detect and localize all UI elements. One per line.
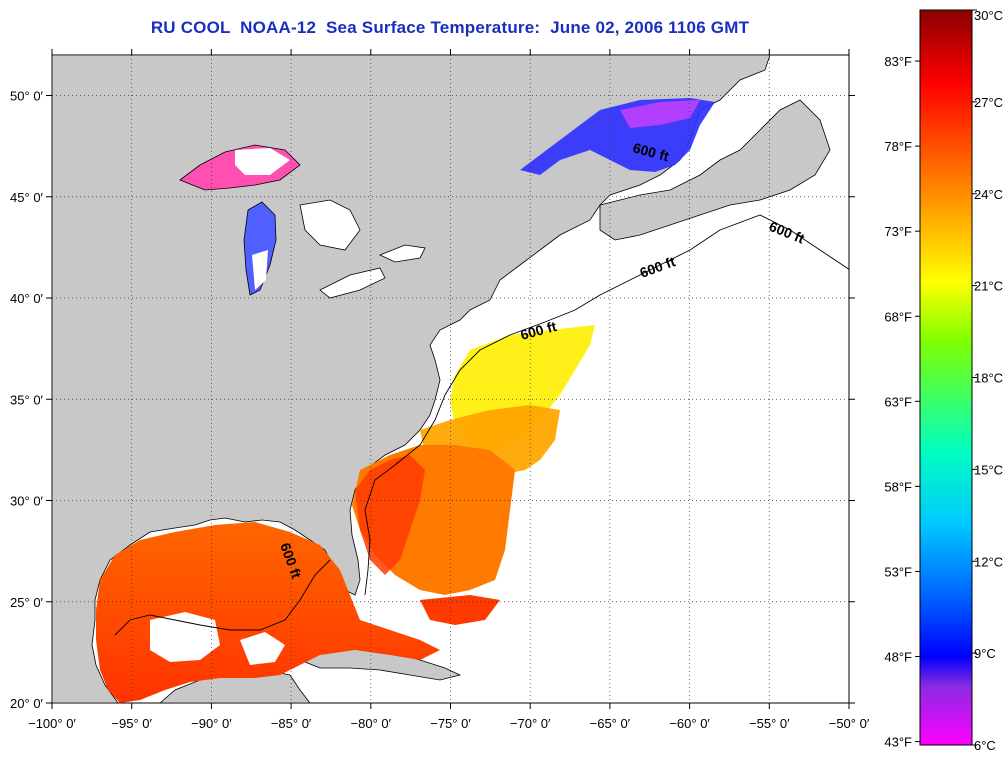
lon-tick-label: −85° 0′ bbox=[271, 716, 312, 731]
colorbar-fahrenheit-label: 53°F bbox=[884, 564, 912, 579]
axis-ticks bbox=[46, 49, 855, 709]
colorbar-celsius-label: 6°C bbox=[974, 738, 996, 753]
colorbar-celsius-label: 18°C bbox=[974, 371, 1003, 386]
map-gridlines bbox=[52, 55, 849, 703]
isobath-line bbox=[364, 214, 849, 596]
sst-caribbean-strip bbox=[420, 595, 500, 625]
colorbar-celsius-label: 27°C bbox=[974, 95, 1003, 110]
sst-gulf-white-patch2 bbox=[240, 632, 285, 665]
sst-gulf-st-lawrence-magenta bbox=[620, 100, 700, 128]
lon-tick-label: −50° 0′ bbox=[829, 716, 870, 731]
colorbar-fahrenheit-label: 58°F bbox=[884, 479, 912, 494]
colorbar-ticks: 30°C 27°C 24°C 21°C 18°C 15°C 12°C 9°C 6°C 83°F 78… bbox=[884, 8, 1003, 753]
colorbar-fahrenheit-label: 83°F bbox=[884, 54, 912, 69]
colorbar-celsius-label: 9°C bbox=[974, 646, 996, 661]
colorbar-celsius-label: 24°C bbox=[974, 187, 1003, 202]
lat-tick-label: 30° 0′ bbox=[10, 494, 44, 509]
lake-huron bbox=[299, 199, 361, 251]
lake-erie bbox=[319, 267, 386, 299]
lake-superior-white bbox=[235, 148, 290, 175]
lon-tick-label: −75° 0′ bbox=[430, 716, 471, 731]
lon-tick-label: −95° 0′ bbox=[111, 716, 152, 731]
colorbar-celsius-label: 30°C bbox=[974, 8, 1003, 23]
lon-tick-label: −60° 0′ bbox=[669, 716, 710, 731]
lon-tick-label: −55° 0′ bbox=[749, 716, 790, 731]
lon-tick-label: −90° 0′ bbox=[191, 716, 232, 731]
lon-tick-label: −100° 0′ bbox=[28, 716, 76, 731]
colorbar-fahrenheit-label: 78°F bbox=[884, 139, 912, 154]
lat-tick-label: 45° 0′ bbox=[10, 190, 44, 205]
lon-tick-label: −70° 0′ bbox=[510, 716, 551, 731]
colorbar-fahrenheit-label: 48°F bbox=[884, 650, 912, 665]
colorbar-celsius-label: 15°C bbox=[974, 462, 1003, 477]
lon-tick-label: −65° 0′ bbox=[590, 716, 631, 731]
lat-tick-label: 50° 0′ bbox=[10, 89, 44, 104]
lat-tick-label: 20° 0′ bbox=[10, 696, 44, 711]
lake-michigan-white bbox=[252, 250, 268, 290]
colorbar-fahrenheit-label: 63°F bbox=[884, 394, 912, 409]
isobath-line-gulf bbox=[114, 559, 331, 636]
lat-tick-label: 25° 0′ bbox=[10, 595, 44, 610]
colorbar bbox=[919, 9, 973, 746]
colorbar-celsius-label: 21°C bbox=[974, 279, 1003, 294]
lat-tick-label: 35° 0′ bbox=[10, 392, 44, 407]
lat-tick-label: 40° 0′ bbox=[10, 291, 44, 306]
lake-ontario bbox=[378, 244, 426, 263]
sst-atlantic-gulfstream bbox=[355, 455, 425, 575]
lon-tick-label: −80° 0′ bbox=[351, 716, 392, 731]
colorbar-fahrenheit-label: 43°F bbox=[884, 735, 912, 750]
land-maritimes bbox=[599, 99, 831, 241]
sst-gulf-white-patch bbox=[150, 612, 220, 662]
axis-tick-labels: −100° 0′ −95° 0′ −90° 0′ −85° 0′ −80° 0′ −75°… bbox=[10, 89, 870, 732]
colorbar-fahrenheit-label: 73°F bbox=[884, 224, 912, 239]
colorbar-fahrenheit-label: 68°F bbox=[884, 309, 912, 324]
figure-title: RU COOL NOAA-12 Sea Surface Temperature:… bbox=[150, 18, 750, 37]
colorbar-celsius-label: 12°C bbox=[974, 554, 1003, 569]
